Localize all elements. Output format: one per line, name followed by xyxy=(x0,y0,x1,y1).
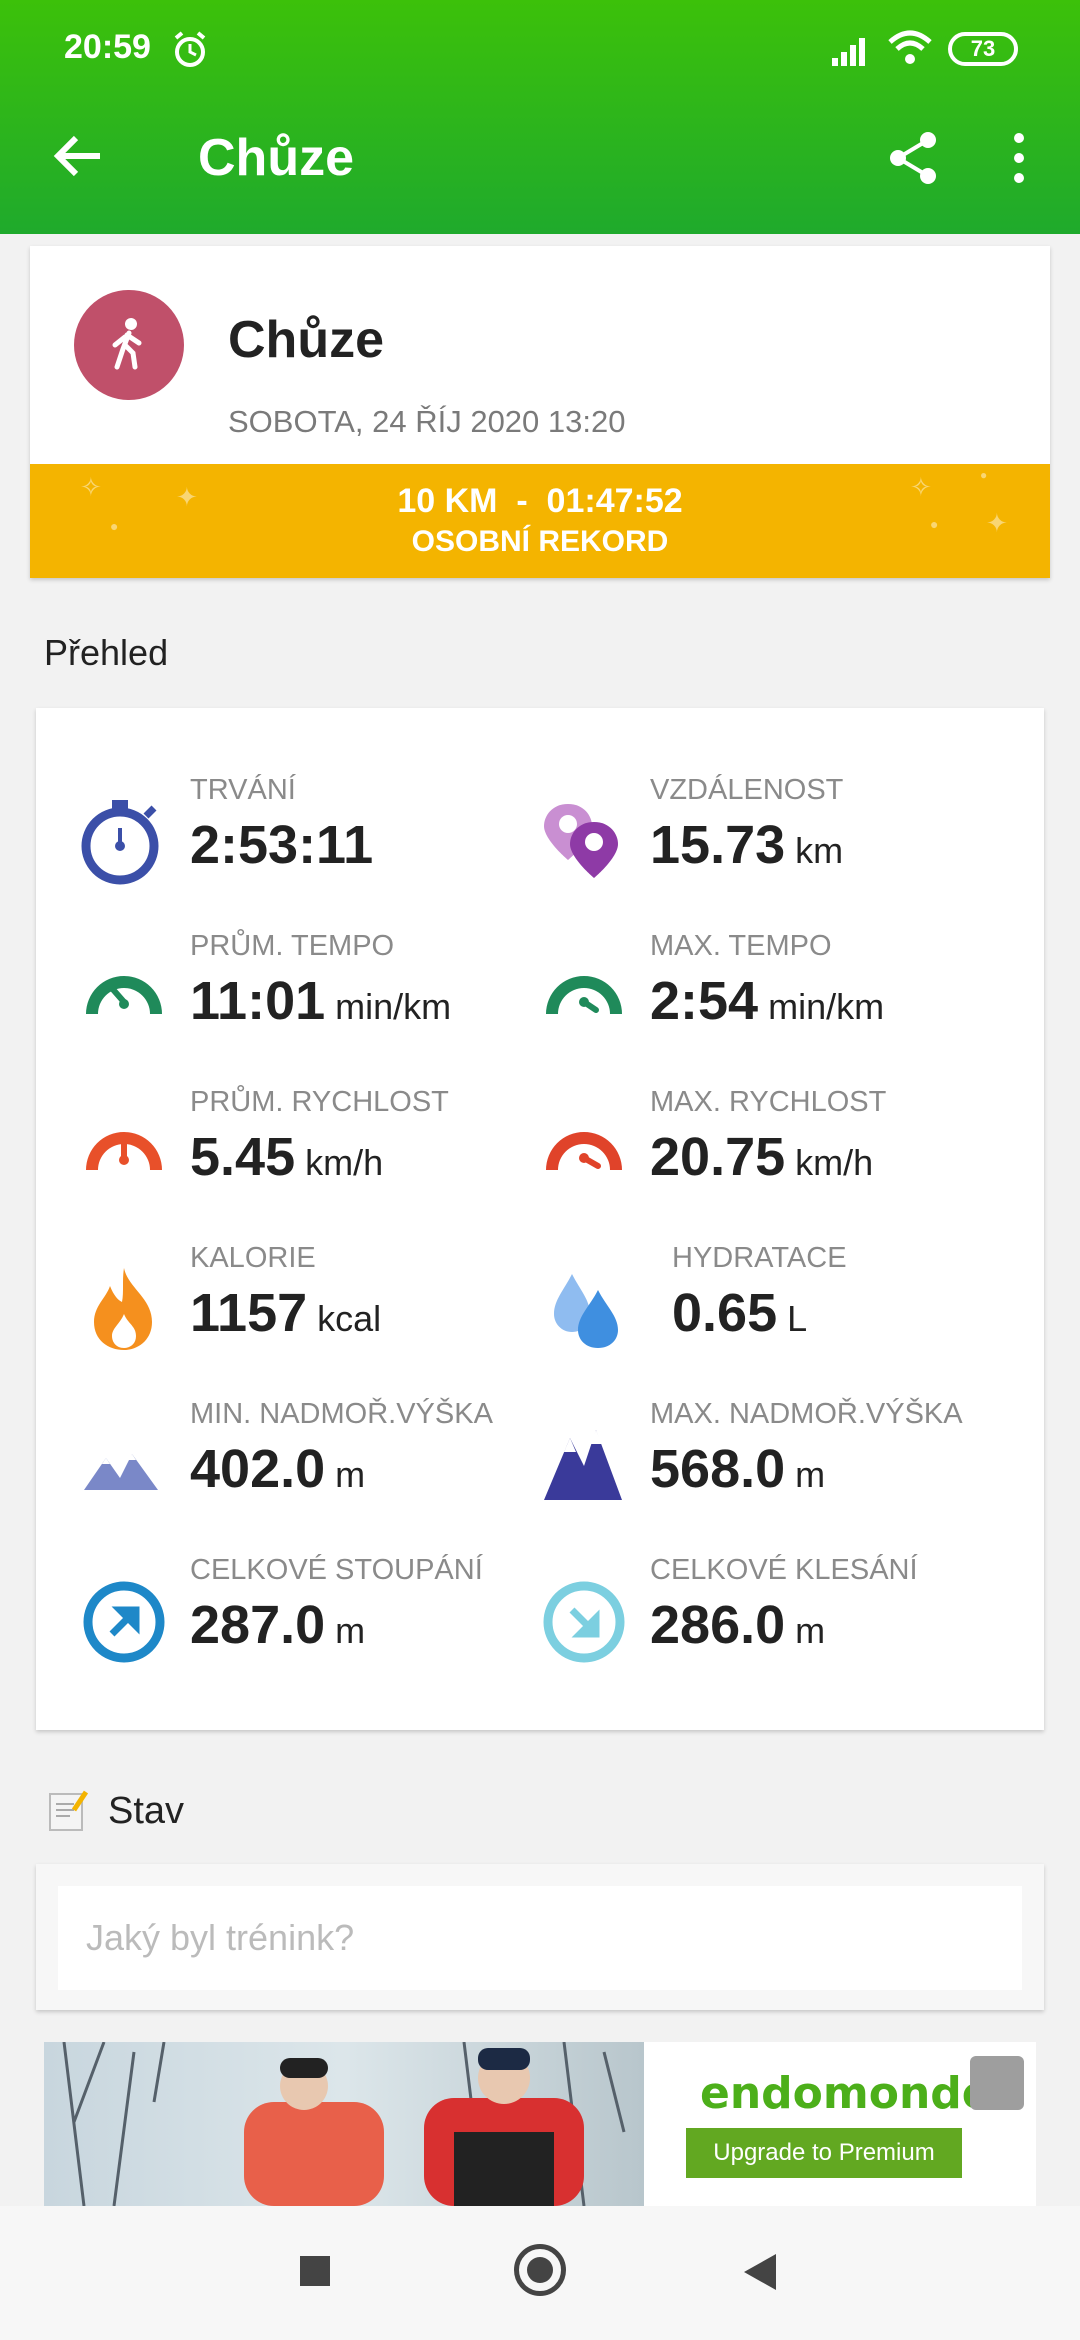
sparkle-icon: ✦ xyxy=(986,508,1008,538)
descent-arrow-icon xyxy=(543,1581,625,1663)
ad-badge-icon xyxy=(970,2056,1024,2110)
gauge-icon xyxy=(546,976,622,1014)
speedometer-icon xyxy=(546,1132,622,1170)
activity-title: Chůze xyxy=(228,311,384,369)
stat-value: 15.73 km xyxy=(650,815,844,875)
alarm-icon xyxy=(174,31,206,67)
mountain-icon xyxy=(544,1430,622,1500)
stat-label: MIN. NADMOŘ.VÝŠKA xyxy=(190,1398,493,1430)
stat-duration: TRVÁNÍ 2:53:11 xyxy=(80,774,540,894)
stat-label: VZDÁLENOST xyxy=(650,774,844,806)
workout-feedback-input[interactable] xyxy=(58,1886,1022,1990)
stopwatch-icon xyxy=(81,800,159,885)
sparkle-icon: ● xyxy=(930,516,939,532)
stat-total-descent: CELKOVÉ KLESÁNÍ 286.0 m xyxy=(540,1554,1000,1674)
record-value: 10 KM - 01:47:52 xyxy=(397,482,683,520)
status-bar: 20:59 73 xyxy=(0,0,1080,100)
personal-record-banner: ✧ ✦ ● ✧ ● ✦ ● 10 KM - 01:47:52 OSOBNÍ RE… xyxy=(30,464,1050,578)
stat-max-pace: MAX. TEMPO 2:54 min/km xyxy=(540,930,1000,1050)
stat-value: 568.0 m xyxy=(650,1439,826,1499)
speedometer-icon xyxy=(86,1132,162,1170)
overview-stats-card: TRVÁNÍ 2:53:11 VZDÁLENOST 15.73 km PRŮM. … xyxy=(36,708,1044,1730)
stat-label: CELKOVÉ KLESÁNÍ xyxy=(650,1554,918,1586)
stat-label: HYDRATACE xyxy=(672,1242,847,1274)
overview-heading: Přehled xyxy=(44,632,169,673)
walking-icon xyxy=(74,290,184,400)
system-nav-bar xyxy=(0,2206,1080,2340)
stat-label: MAX. RYCHLOST xyxy=(650,1086,887,1118)
stat-hydration: HYDRATACE 0.65 L xyxy=(554,1242,1022,1362)
activity-card: Chůze SOBOTA, 24 ŘÍJ 2020 13:20 ✧ ✦ ● ✧ … xyxy=(30,246,1050,578)
app-header: 20:59 73 Chůze xyxy=(0,0,1080,234)
note-icon xyxy=(49,1790,88,1831)
stat-label: CELKOVÉ STOUPÁNÍ xyxy=(190,1554,483,1586)
home-button[interactable] xyxy=(514,2244,566,2296)
battery-level: 73 xyxy=(970,36,996,61)
stat-avg-speed: PRŮM. RYCHLOST 5.45 km/h xyxy=(80,1086,540,1206)
stat-max-altitude: MAX. NADMOŘ.VÝŠKA 568.0 m xyxy=(540,1398,1000,1518)
stat-label: PRŮM. TEMPO xyxy=(190,930,395,962)
wifi-icon xyxy=(888,30,932,64)
stat-value: 2:54 min/km xyxy=(650,971,885,1031)
stat-avg-pace: PRŮM. TEMPO 11:01 min/km xyxy=(80,930,540,1050)
stat-value: 5.45 km/h xyxy=(190,1127,384,1187)
stat-max-speed: MAX. RYCHLOST 20.75 km/h xyxy=(540,1086,1000,1206)
stat-total-ascent: CELKOVÉ STOUPÁNÍ 287.0 m xyxy=(80,1554,540,1674)
upgrade-premium-button[interactable]: Upgrade to Premium xyxy=(686,2128,962,2178)
sparkle-icon: ● xyxy=(980,468,988,482)
stat-value: 286.0 m xyxy=(650,1595,826,1655)
sparkle-icon: ● xyxy=(110,518,119,534)
share-icon[interactable] xyxy=(888,130,940,186)
water-drops-icon xyxy=(554,1274,618,1348)
status-time: 20:59 xyxy=(64,28,151,66)
ad-image xyxy=(44,2042,644,2206)
sparkle-icon: ✧ xyxy=(80,472,102,502)
stat-label: MAX. NADMOŘ.VÝŠKA xyxy=(650,1398,963,1430)
ad-brand-logo: endomondo xyxy=(700,2068,993,2119)
recents-button[interactable] xyxy=(300,2256,330,2286)
mountain-icon xyxy=(84,1454,158,1490)
more-options-icon[interactable] xyxy=(1004,130,1034,186)
ascent-arrow-icon xyxy=(83,1581,165,1663)
page-title: Chůze xyxy=(198,129,354,187)
record-label: OSOBNÍ REKORD xyxy=(411,525,669,558)
stat-label: PRŮM. RYCHLOST xyxy=(190,1086,449,1118)
stat-value: 1157 kcal xyxy=(190,1283,382,1343)
stat-min-altitude: MIN. NADMOŘ.VÝŠKA 402.0 m xyxy=(80,1398,540,1518)
stat-calories: KALORIE 1157 kcal xyxy=(80,1242,540,1362)
stat-distance: VZDÁLENOST 15.73 km xyxy=(540,774,1000,894)
stat-value: 0.65 L xyxy=(672,1283,808,1343)
ad-banner[interactable]: endomondo Upgrade to Premium xyxy=(44,2042,1036,2206)
battery-icon: 73 xyxy=(948,32,1018,66)
sparkle-icon: ✦ xyxy=(176,482,198,512)
stat-value: 11:01 min/km xyxy=(190,971,452,1031)
activity-datetime: SOBOTA, 24 ŘÍJ 2020 13:20 xyxy=(228,404,626,439)
stat-value: 2:53:11 xyxy=(190,815,374,875)
flame-icon xyxy=(94,1268,152,1350)
signal-icon xyxy=(832,38,865,66)
status-card xyxy=(36,1864,1044,2010)
back-arrow-icon[interactable] xyxy=(52,130,104,182)
sparkle-icon: ✧ xyxy=(910,472,932,502)
stat-value: 287.0 m xyxy=(190,1595,366,1655)
stat-value: 402.0 m xyxy=(190,1439,366,1499)
stat-label: KALORIE xyxy=(190,1242,316,1274)
back-button[interactable] xyxy=(744,2254,776,2290)
stat-label: TRVÁNÍ xyxy=(190,774,296,806)
gauge-icon xyxy=(86,976,162,1014)
status-section-title: Stav xyxy=(108,1790,185,1832)
stat-label: MAX. TEMPO xyxy=(650,930,832,962)
map-pin-icon xyxy=(544,804,618,878)
stat-value: 20.75 km/h xyxy=(650,1127,874,1187)
